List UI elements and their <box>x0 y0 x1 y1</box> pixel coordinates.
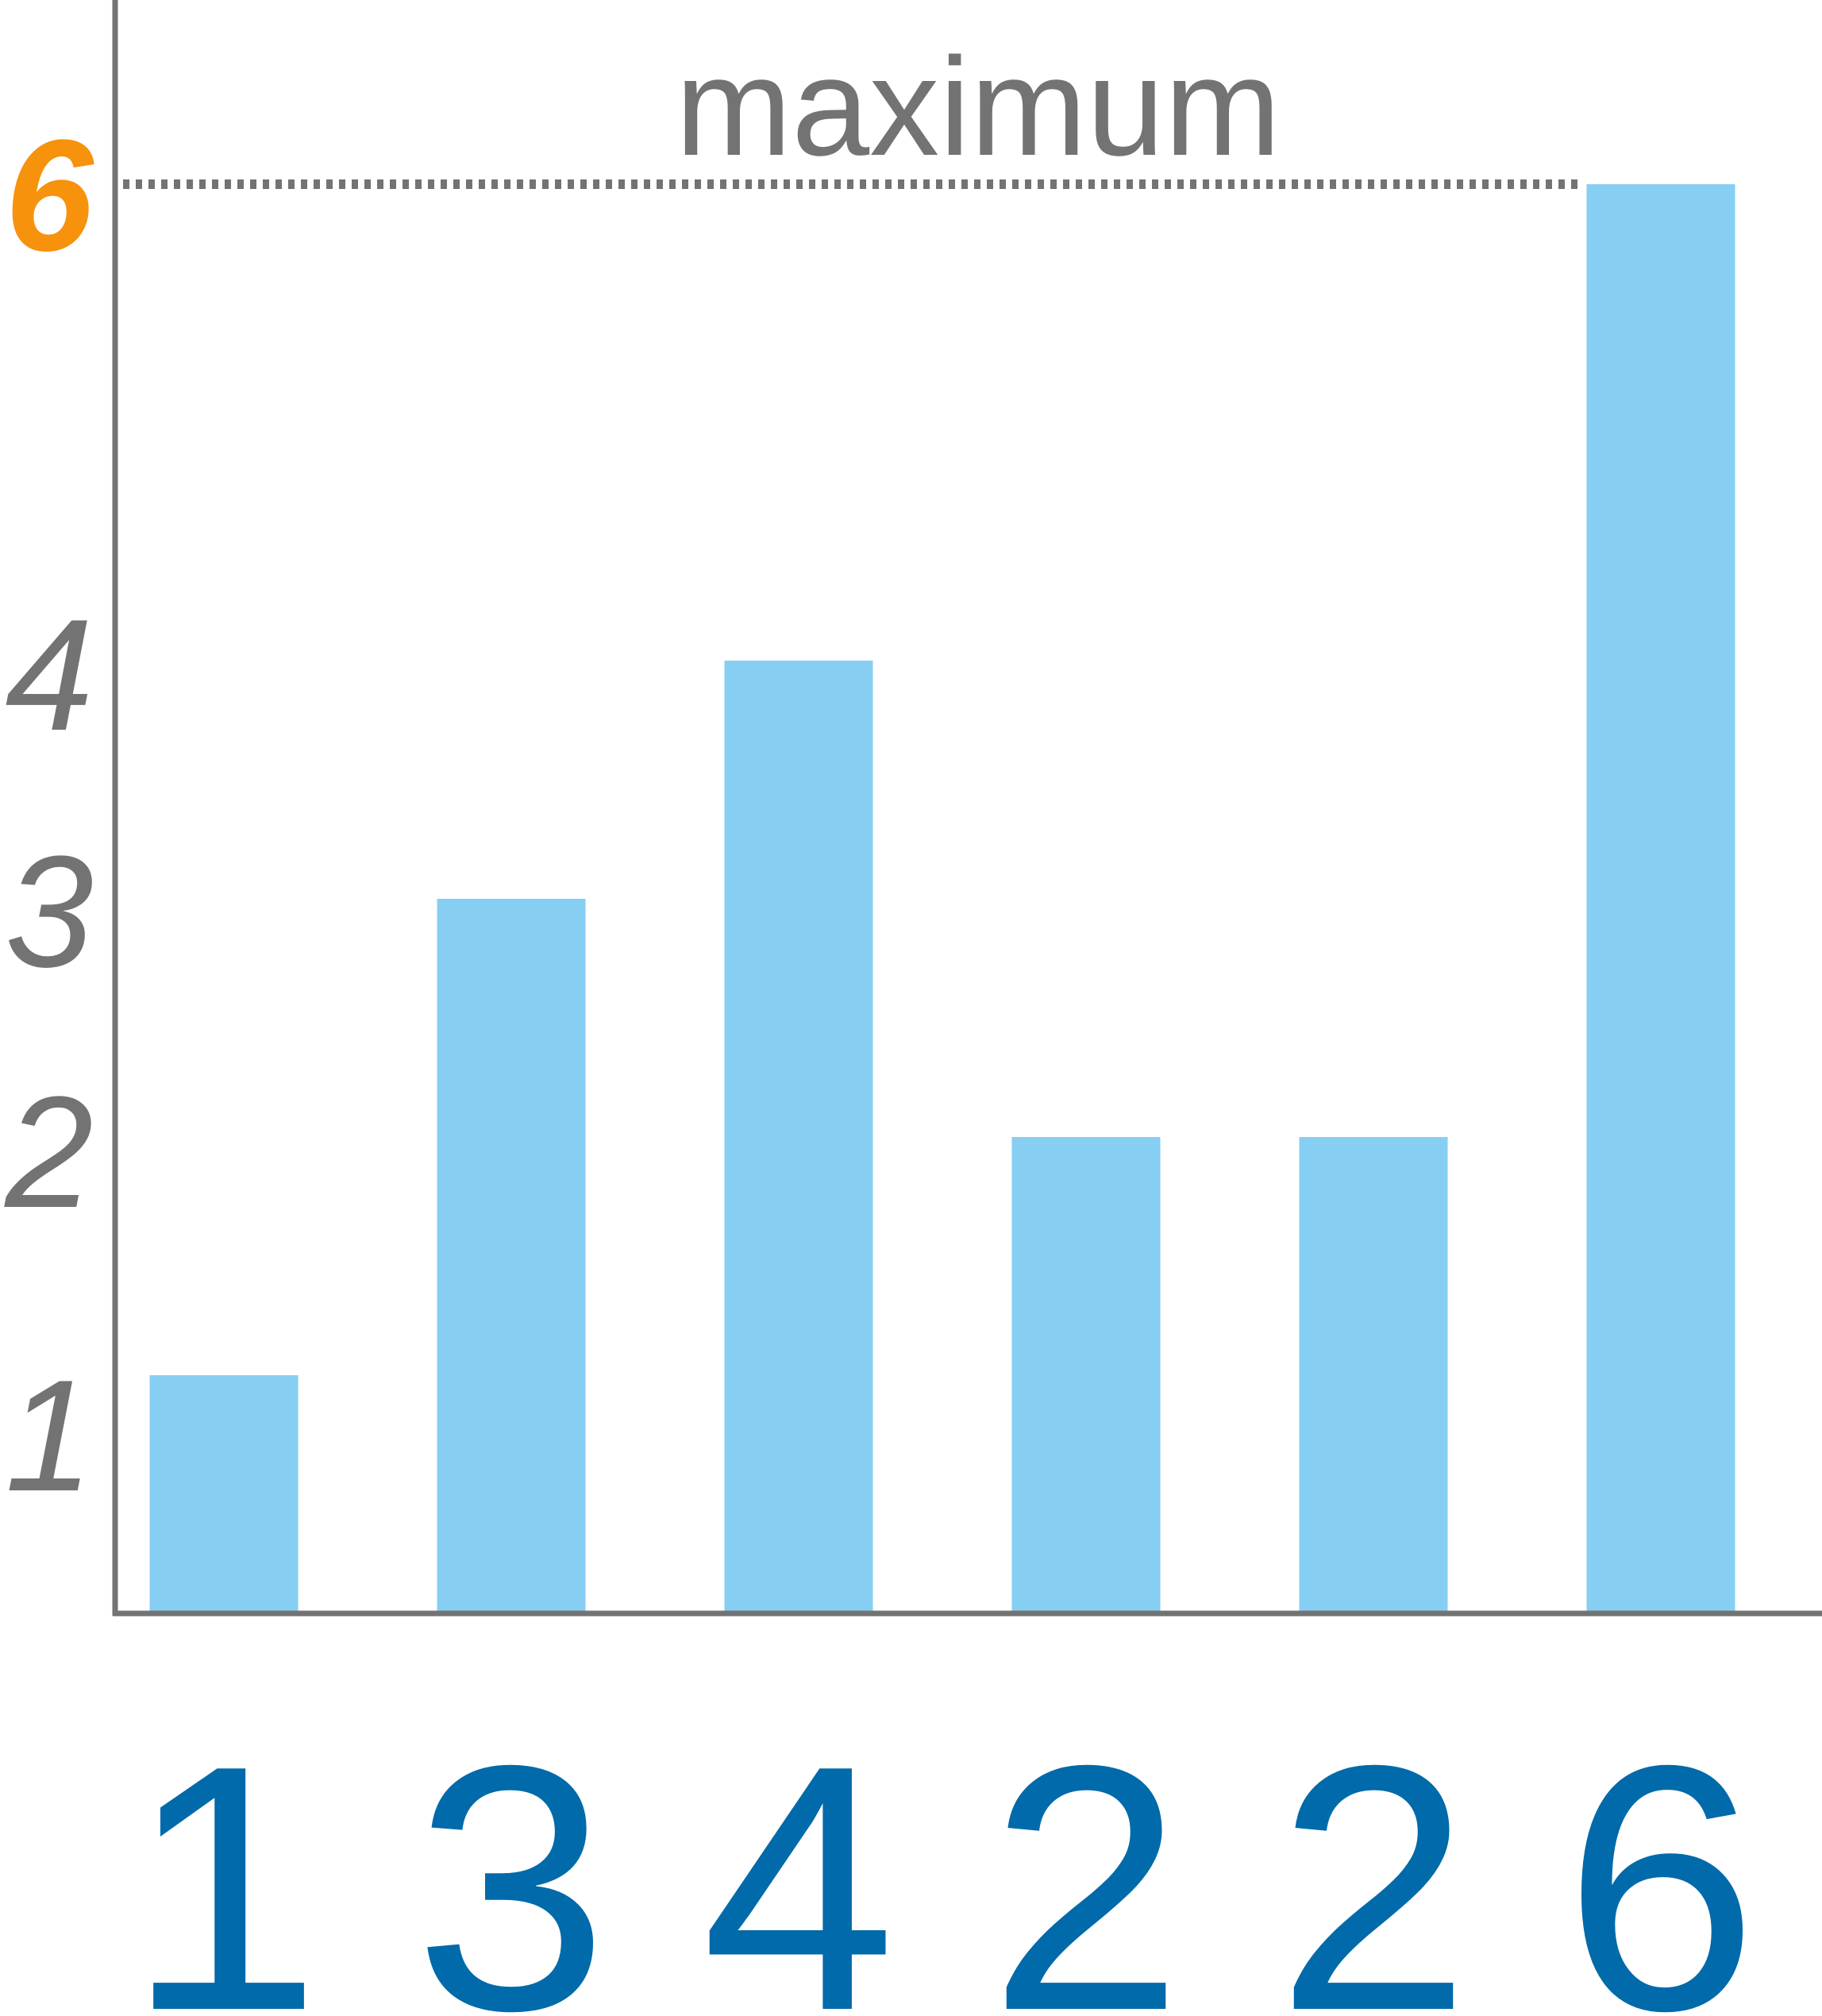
bar-3 <box>724 661 873 1613</box>
y-tick-label: 1 <box>5 1347 93 1525</box>
y-tick-labels: 1 2 3 4 6 <box>3 107 94 1525</box>
annotation-layer: maximum <box>123 29 1582 189</box>
bar-2 <box>437 899 586 1613</box>
category-label: 6 <box>1564 1694 1758 2016</box>
y-tick-label-max: 6 <box>5 107 94 284</box>
maximum-label: maximum <box>676 29 1281 185</box>
bar-4 <box>1011 1137 1161 1613</box>
y-tick-label: 4 <box>5 587 93 764</box>
category-label: 1 <box>127 1694 322 2016</box>
bar-5 <box>1299 1137 1448 1613</box>
axes-layer <box>112 0 1822 1617</box>
bar-6 <box>1586 184 1735 1613</box>
bar-1 <box>149 1375 299 1613</box>
y-tick-label: 3 <box>5 823 93 1000</box>
category-label: 2 <box>989 1694 1184 2016</box>
category-label: 4 <box>702 1694 896 2016</box>
y-tick-label: 2 <box>3 1064 93 1241</box>
category-label: 3 <box>414 1694 609 2016</box>
bars-layer <box>149 184 1735 1613</box>
category-label: 2 <box>1277 1694 1471 2016</box>
